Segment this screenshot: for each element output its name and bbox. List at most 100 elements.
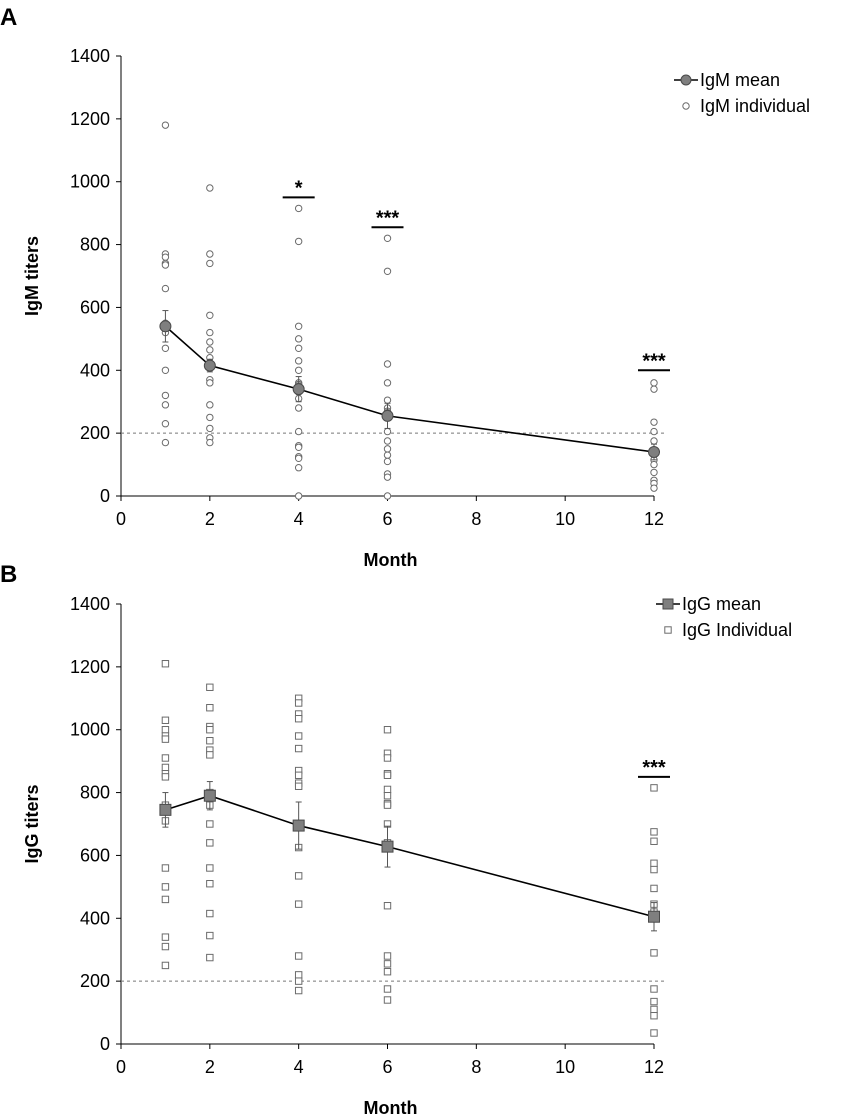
panel-b-mean-line: [165, 794, 655, 918]
panel-a-individual-point: [161, 284, 170, 293]
panel-a-individual-point: [383, 437, 392, 445]
panel-a-individual-point: [161, 420, 170, 428]
panel-b-y-tick-label: 1200: [70, 657, 110, 677]
panel-b-individual-point: [650, 985, 658, 993]
panel-a-individual-point: [206, 338, 214, 346]
panel-a-x-axis-title: Month: [364, 550, 418, 570]
panel-a-individual-point: [383, 445, 392, 453]
panel-a-individual-point: [206, 438, 214, 447]
panel-b-y-tick-label: 0: [100, 1034, 110, 1054]
panel-a-y-tick-label: 800: [80, 235, 110, 255]
panel-a-legend: IgM mean IgM individual: [674, 70, 810, 116]
panel-b-individual-point: [650, 1005, 658, 1014]
panel-a-legend-mean-marker: [680, 74, 692, 86]
panel-b-individual-point: [206, 953, 214, 962]
panel-b-individual-point: [161, 773, 170, 781]
panel-b-y-tick-label: 200: [80, 971, 110, 991]
panel-b-individual-point: [650, 837, 658, 845]
panel-b-x-tick-label: 0: [116, 1057, 126, 1077]
panel-b-individual-point: [650, 884, 658, 893]
panel-a-y-tick-label: 600: [80, 297, 110, 317]
panel-b-individual-point: [161, 660, 170, 668]
panel-a-individual-point: [383, 360, 392, 368]
panel-b-individual-point: [650, 997, 658, 1006]
panel-a-x-tick-label: 4: [294, 509, 304, 529]
panel-b-x-axis-title: Month: [364, 1098, 418, 1118]
panel-a-significance-label: ***: [376, 207, 400, 229]
panel-b-individual-point: [206, 820, 214, 828]
panel-b-mean-point: [203, 789, 216, 802]
panel-b-individual-point: [383, 754, 392, 762]
panel-a-individual-point: [161, 401, 170, 409]
panel-a-individual-point: [294, 357, 303, 365]
panel-a-individual-point: [294, 344, 303, 352]
panel-a-x-tick-label: 6: [382, 509, 392, 529]
panel-a-individual-point: [383, 396, 392, 404]
panel-a-individual-point: [383, 234, 392, 242]
panel-b-individual-point: [161, 754, 170, 762]
panel-a-x-tick-label: 12: [644, 509, 664, 529]
panel-a-individual-point: [161, 344, 170, 352]
panel-b-individual-point: [161, 933, 170, 941]
panel-b-individual-point: [206, 751, 214, 759]
panel-b-individual-point: [161, 763, 170, 772]
panel-a-individual-point: [206, 328, 214, 337]
panel-a-mean-point: [292, 383, 305, 396]
panel-a-individual-point: [161, 366, 170, 374]
panel-a-individual-point: [294, 204, 303, 213]
panel-b-individual-point: [161, 883, 170, 891]
panel-b-individual-point: [383, 771, 392, 779]
panel-a-individual-point: [383, 267, 392, 275]
panel-a-individual-point: [206, 379, 214, 387]
panel-b-legend: IgG mean IgG Individual: [656, 594, 792, 640]
panel-b-individual-point: [383, 902, 392, 910]
panel-a-individual-point: [294, 492, 303, 500]
panel-b-individual-point: [383, 801, 392, 809]
panel-b-y-tick-label: 1400: [70, 594, 110, 614]
panel-b-significance-label: ***: [642, 757, 666, 779]
panel-a-individual-point: [161, 391, 170, 400]
panel-a-mean-point: [203, 359, 216, 372]
panel-a-individual-point: [650, 460, 658, 469]
panel-a-individual-point: [294, 454, 303, 462]
panel-a-y-tick-label: 1400: [70, 46, 110, 66]
panel-b-individual-point: [383, 726, 392, 734]
panel-a-individual-point: [294, 335, 303, 343]
panel-a-y-tick-label: 0: [100, 486, 110, 506]
panel-b-individual-point: [161, 716, 170, 724]
panel-b-x-tick-label: 12: [644, 1057, 664, 1077]
panel-a-individual-point: [294, 443, 303, 451]
panel-b-individual-point: [294, 971, 303, 979]
panel-a-y-tick-label: 1000: [70, 172, 110, 192]
panel-a-legend-individual-marker: [682, 102, 690, 110]
panel-b-mean-point: [292, 819, 305, 832]
panel-b-y-tick-label: 600: [80, 845, 110, 865]
panel-a-individual-point: [650, 468, 658, 477]
panel-b-individual-point: [294, 715, 303, 723]
panel-b-y-tick-label: 1000: [70, 720, 110, 740]
panel-b-individual-point: [161, 735, 170, 743]
panel-a-significance-label: ***: [642, 350, 666, 372]
panel-a-individual-point: [650, 484, 658, 492]
panel-b-individual-point: [294, 952, 303, 960]
panel-b-legend-individual-label: IgG Individual: [682, 620, 792, 640]
panel-a-individual-point: [206, 401, 214, 409]
panel-a-individual-point: [383, 492, 392, 500]
panel-b-individual-point: [650, 784, 658, 792]
panel-a-individual-point: [161, 253, 170, 261]
panel-a-individual-point: [206, 311, 214, 319]
panel-a-individual-point: [294, 404, 303, 412]
panel-a-legend-mean-label: IgM mean: [700, 70, 780, 90]
panel-a: A 0 200 400 600 800 1000 1200 1400 0 2 4 6 8 10 12 Month…: [0, 4, 810, 570]
panel-b-individual-point: [383, 785, 392, 794]
panel-b-x-tick-label: 8: [471, 1057, 481, 1077]
panel-b-legend-mean-label: IgG mean: [682, 594, 761, 614]
panel-b-individual-point: [206, 839, 214, 847]
panel-b-individual-point: [650, 1029, 658, 1037]
panel-a-individual-point: [650, 418, 658, 426]
panel-a-individual-point: [650, 385, 658, 393]
panel-a-significance-label: *: [295, 177, 303, 199]
panel-a-individual-point: [161, 438, 170, 447]
panel-b-individual-point: [294, 986, 303, 995]
panel-a-individual-point: [206, 346, 214, 354]
